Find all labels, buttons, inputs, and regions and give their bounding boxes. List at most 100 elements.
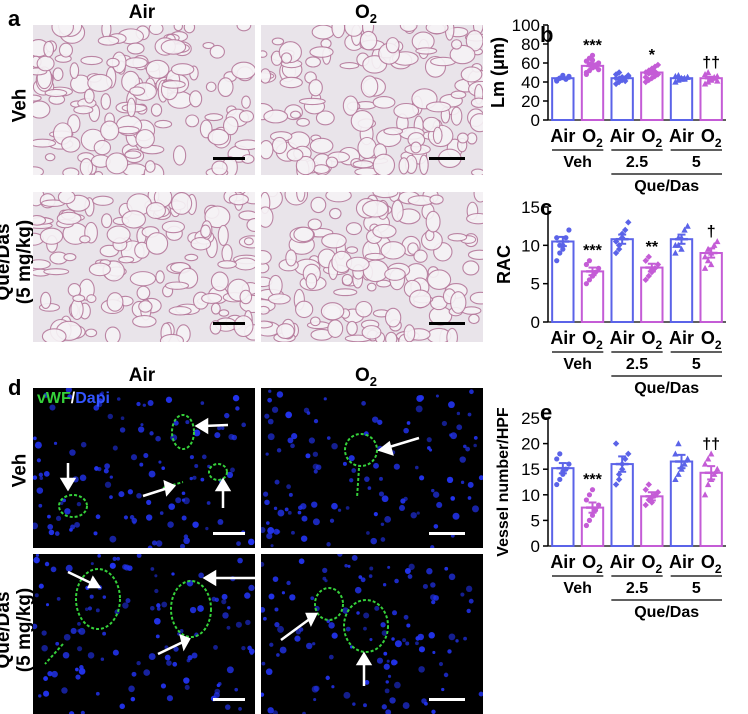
- data-point: [554, 456, 560, 462]
- chart-e: 0 5 10 15 20 25 Vessel number/HPF Air *** O2 Air O2…: [495, 407, 726, 621]
- he-tissue-texture: [261, 192, 483, 342]
- y-tick-label: 10: [521, 486, 540, 505]
- data-point: [583, 281, 589, 287]
- stain-vwf: vWF: [37, 390, 71, 407]
- data-point: [642, 257, 649, 264]
- scale-bar: [429, 322, 465, 325]
- drug-group-label: Que/Das: [634, 178, 699, 195]
- data-point: [642, 276, 649, 284]
- y-tick-label: 80: [521, 35, 540, 54]
- data-point: [675, 470, 682, 477]
- x-tick-label: O2: [641, 126, 662, 150]
- significance-label: *: [649, 47, 656, 64]
- group-label: Veh: [563, 356, 591, 373]
- data-point: [586, 492, 593, 498]
- bar: [610, 463, 634, 547]
- micrograph-ihc-o2-quedas: [261, 554, 483, 714]
- x-tick-label: Air: [610, 552, 635, 572]
- o2-base: O: [354, 2, 370, 23]
- micrograph-he-o2-veh: [261, 25, 483, 175]
- bar: [699, 471, 723, 548]
- significance-label: **: [646, 239, 659, 256]
- scale-bar: [429, 157, 465, 160]
- data-point: [704, 481, 712, 488]
- data-point: [701, 80, 709, 87]
- bar: [551, 467, 575, 547]
- x-tick-label: O2: [701, 552, 722, 576]
- significance-label: †: [707, 224, 716, 241]
- column-header-air: Air: [128, 2, 156, 23]
- panel-label-d: d: [8, 375, 22, 400]
- data-point: [711, 241, 718, 248]
- data-point: [557, 250, 563, 256]
- fluorescence-texture: [33, 554, 255, 714]
- x-tick-label: Air: [610, 126, 635, 146]
- data-point: [566, 461, 572, 467]
- data-point: [586, 277, 593, 283]
- drug-group-label: Que/Das: [634, 604, 699, 621]
- data-point: [642, 74, 649, 81]
- data-point: [615, 471, 623, 478]
- data-point: [583, 261, 589, 268]
- y-axis-label: Lm (μm): [488, 37, 508, 108]
- y-tick-label: 20: [521, 435, 540, 454]
- group-label: 2.5: [626, 154, 648, 171]
- vessel-overlay: [344, 433, 420, 499]
- micrograph-he-air-veh: [33, 25, 255, 175]
- column-header-air-d: Air: [128, 365, 156, 386]
- data-point: [557, 451, 563, 457]
- y-tick-label: 25: [521, 409, 540, 428]
- y-tick-label: 15: [521, 198, 540, 217]
- row-label-quedas-line2: (5 mg/kg): [14, 587, 35, 673]
- data-point: [714, 238, 721, 245]
- data-point: [625, 450, 632, 458]
- stain-legend: vWF/Dapi: [37, 390, 110, 408]
- x-tick-label: Air: [669, 328, 694, 348]
- x-tick-label: Air: [669, 126, 694, 146]
- o2-subscript: 2: [369, 10, 377, 26]
- y-tick-label: 10: [521, 236, 540, 255]
- y-tick-label: 60: [521, 54, 540, 73]
- scale-bar: [213, 322, 245, 325]
- x-tick-label: O2: [701, 328, 722, 352]
- data-point: [642, 486, 649, 493]
- row-label-veh-d: Veh: [9, 453, 31, 488]
- row-label-quedas-d: Que/Das (5 mg/kg): [0, 575, 37, 685]
- data-point: [651, 73, 659, 80]
- micrograph-ihc-o2-veh: [261, 388, 483, 548]
- data-point: [675, 440, 682, 447]
- x-tick-label: O2: [582, 552, 603, 576]
- data-point: [707, 450, 715, 457]
- significance-label: ***: [583, 243, 602, 260]
- data-point: [589, 512, 596, 518]
- y-tick-label: 0: [531, 313, 540, 332]
- data-point: [596, 60, 602, 66]
- data-point: [583, 497, 589, 503]
- vessel-overlay: [44, 568, 255, 665]
- data-point: [642, 501, 649, 509]
- group-label: 2.5: [626, 356, 648, 373]
- data-point: [645, 481, 652, 488]
- panel-label-a: a: [8, 6, 21, 31]
- data-point: [704, 455, 712, 462]
- o2-subscript: 2: [369, 373, 377, 389]
- data-point: [586, 517, 593, 523]
- micrograph-ihc-air-veh: vWF/Dapi: [33, 388, 255, 548]
- row-label-quedas: Que/Das (5 mg/kg): [0, 207, 37, 317]
- data-point: [615, 242, 623, 249]
- bar: [669, 460, 694, 548]
- data-point: [554, 258, 560, 264]
- group-label: 5: [692, 356, 701, 373]
- data-point: [557, 476, 563, 483]
- data-point: [583, 522, 589, 529]
- y-tick-label: 0: [531, 111, 540, 130]
- significance-label: ***: [583, 472, 602, 489]
- data-point: [596, 67, 602, 73]
- micrograph-he-air-quedas: [33, 192, 255, 342]
- micrograph-he-o2-quedas: [261, 192, 483, 342]
- row-label-quedas-line2: (5 mg/kg): [14, 219, 35, 305]
- scale-bar: [213, 157, 245, 160]
- data-point: [714, 77, 721, 84]
- row-label-veh: Veh: [9, 88, 31, 123]
